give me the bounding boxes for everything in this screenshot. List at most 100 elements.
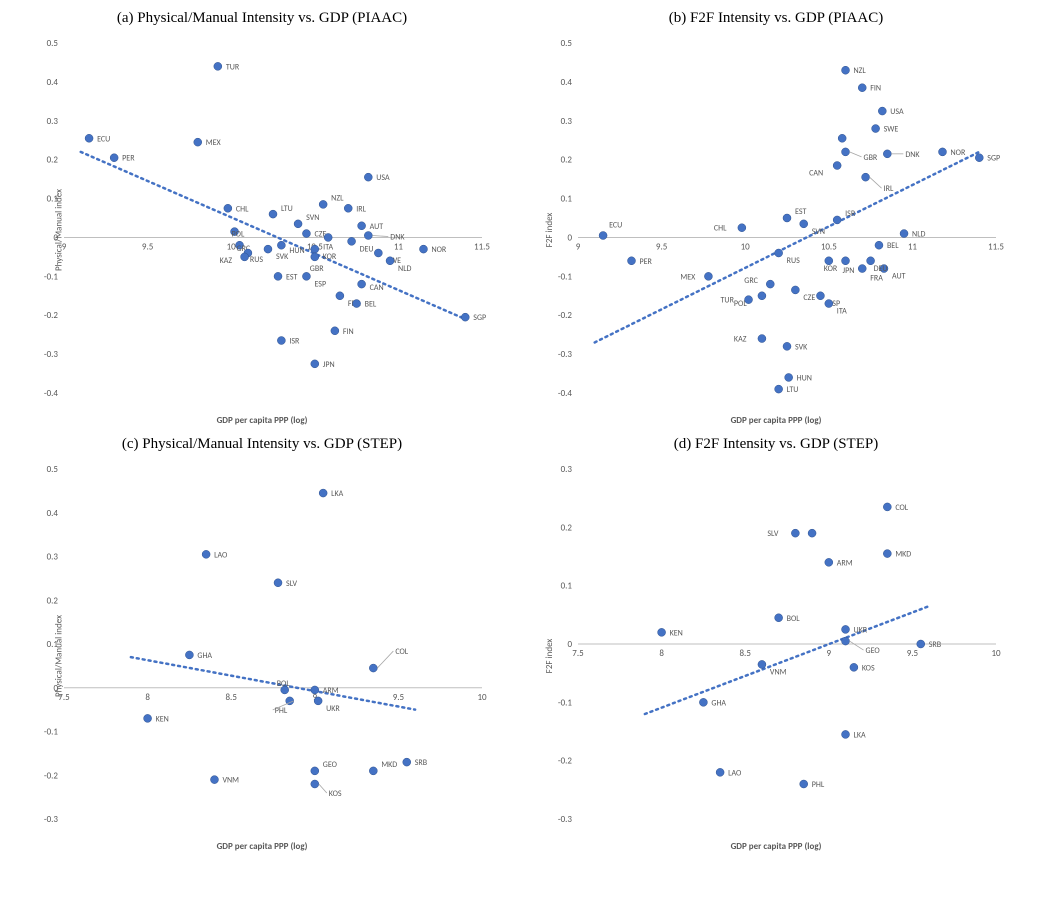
svg-text:SVK: SVK: [276, 252, 289, 262]
svg-text:7.5: 7.5: [572, 648, 584, 659]
svg-text:JPN: JPN: [323, 360, 335, 370]
svg-text:CAN: CAN: [809, 169, 823, 179]
svg-text:FRA: FRA: [870, 274, 883, 284]
svg-text:UKR: UKR: [854, 625, 868, 635]
svg-text:0.5: 0.5: [561, 38, 573, 49]
svg-text:TUR: TUR: [226, 62, 240, 72]
svg-text:EST: EST: [286, 272, 297, 282]
svg-text:-0.2: -0.2: [558, 756, 573, 767]
panel-d: (d) F2F Intensity vs. GDP (STEP) F2F ind…: [524, 436, 1028, 852]
chart-c-wrap: Physical/Manual index 7.588.599.510-0.3-…: [22, 459, 502, 852]
svg-text:GBR: GBR: [864, 153, 878, 163]
svg-text:AUT: AUT: [892, 272, 906, 282]
svg-text:USA: USA: [890, 107, 904, 117]
svg-text:PER: PER: [640, 257, 653, 267]
svg-text:9: 9: [827, 648, 832, 659]
svg-text:LKA: LKA: [331, 489, 344, 499]
svg-text:-0.3: -0.3: [44, 349, 59, 360]
svg-text:NOR: NOR: [431, 245, 446, 255]
panel-d-title: (d) F2F Intensity vs. GDP (STEP): [674, 436, 878, 453]
svg-text:CAN: CAN: [370, 283, 384, 293]
svg-text:DNK: DNK: [390, 233, 405, 243]
svg-text:0.2: 0.2: [47, 155, 59, 166]
svg-text:BOL: BOL: [277, 679, 291, 689]
svg-text:LTU: LTU: [787, 385, 799, 395]
svg-text:0: 0: [567, 639, 572, 650]
svg-text:-0.3: -0.3: [558, 349, 573, 360]
svg-text:11: 11: [908, 241, 918, 252]
svg-text:-0.4: -0.4: [44, 388, 59, 399]
svg-text:DNK: DNK: [905, 150, 920, 160]
svg-text:0.3: 0.3: [561, 464, 573, 475]
svg-text:-0.2: -0.2: [44, 770, 59, 781]
svg-text:ISR: ISR: [289, 337, 300, 347]
svg-text:9: 9: [576, 241, 581, 252]
svg-text:GBR: GBR: [310, 264, 324, 274]
svg-text:-0.1: -0.1: [558, 697, 573, 708]
svg-text:10: 10: [477, 692, 487, 703]
svg-text:0.1: 0.1: [561, 581, 573, 592]
chart-a-wrap: Physical/Manual index 99.51010.51111.5-0…: [22, 33, 502, 426]
svg-text:JPN: JPN: [843, 266, 855, 276]
svg-text:-0.3: -0.3: [558, 814, 573, 825]
svg-text:MEX: MEX: [680, 272, 696, 282]
svg-text:SGP: SGP: [473, 313, 486, 323]
svg-text:AUT: AUT: [370, 222, 384, 232]
svg-text:9.5: 9.5: [907, 648, 919, 659]
svg-text:UKR: UKR: [326, 704, 340, 714]
svg-text:KOS: KOS: [329, 789, 342, 799]
svg-text:ITA: ITA: [837, 307, 847, 317]
svg-text:DEU: DEU: [360, 244, 374, 254]
svg-text:ECU: ECU: [97, 134, 110, 144]
svg-text:11: 11: [394, 241, 404, 252]
svg-text:10: 10: [741, 241, 751, 252]
panel-a-xlabel: GDP per capita PPP (log): [22, 415, 502, 426]
panel-c-ylabel: Physical/Manual index: [54, 614, 65, 696]
svg-text:COL: COL: [895, 503, 908, 513]
svg-text:GEO: GEO: [323, 760, 338, 770]
svg-text:ECU: ECU: [609, 221, 622, 231]
svg-text:PHL: PHL: [275, 706, 288, 716]
svg-text:BEL: BEL: [365, 300, 377, 310]
svg-text:KOS: KOS: [862, 663, 875, 673]
svg-text:0.4: 0.4: [47, 508, 59, 519]
svg-text:TUR: TUR: [721, 296, 735, 306]
panel-a-ylabel: Physical/Manual index: [54, 188, 65, 270]
svg-text:SRB: SRB: [929, 640, 942, 650]
svg-text:SRB: SRB: [415, 758, 428, 768]
svg-text:9.5: 9.5: [393, 692, 405, 703]
svg-text:10: 10: [227, 241, 237, 252]
chart-d-wrap: F2F index 7.588.599.510-0.3-0.2-0.100.10…: [536, 459, 1016, 852]
svg-text:0.4: 0.4: [47, 77, 59, 88]
svg-text:KEN: KEN: [670, 628, 683, 638]
svg-text:POL: POL: [734, 299, 747, 309]
svg-text:FIN: FIN: [870, 84, 881, 94]
svg-text:MKD: MKD: [381, 760, 397, 770]
svg-text:ISR: ISR: [845, 209, 856, 219]
svg-text:-0.1: -0.1: [44, 271, 59, 282]
svg-text:0.4: 0.4: [561, 77, 573, 88]
svg-text:FIN: FIN: [343, 327, 354, 337]
svg-text:LAO: LAO: [728, 768, 742, 778]
panel-d-ylabel: F2F index: [544, 638, 555, 673]
panel-a-title: (a) Physical/Manual Intensity vs. GDP (P…: [117, 10, 407, 27]
svg-text:0: 0: [567, 232, 572, 243]
svg-text:GRC: GRC: [744, 276, 758, 286]
svg-text:ARM: ARM: [323, 686, 339, 696]
svg-text:LTU: LTU: [281, 204, 293, 214]
svg-text:GHA: GHA: [197, 651, 212, 661]
panel-a: (a) Physical/Manual Intensity vs. GDP (P…: [10, 10, 514, 426]
svg-text:IRL: IRL: [884, 184, 894, 194]
svg-text:NZL: NZL: [854, 66, 867, 76]
svg-text:0.3: 0.3: [47, 116, 59, 127]
svg-text:SLV: SLV: [286, 579, 297, 589]
svg-text:SVK: SVK: [795, 342, 808, 352]
svg-text:CHL: CHL: [236, 204, 249, 214]
svg-text:0.5: 0.5: [47, 464, 59, 475]
svg-text:EST: EST: [795, 207, 806, 217]
chart-c-svg: 7.588.599.510-0.3-0.2-0.100.10.20.30.40.…: [22, 459, 502, 839]
panel-b-ylabel: F2F index: [544, 212, 555, 247]
svg-text:MKD: MKD: [895, 550, 911, 560]
chart-d-svg: 7.588.599.510-0.3-0.2-0.100.10.20.3LKALA…: [536, 459, 1016, 839]
svg-text:-0.1: -0.1: [44, 727, 59, 738]
